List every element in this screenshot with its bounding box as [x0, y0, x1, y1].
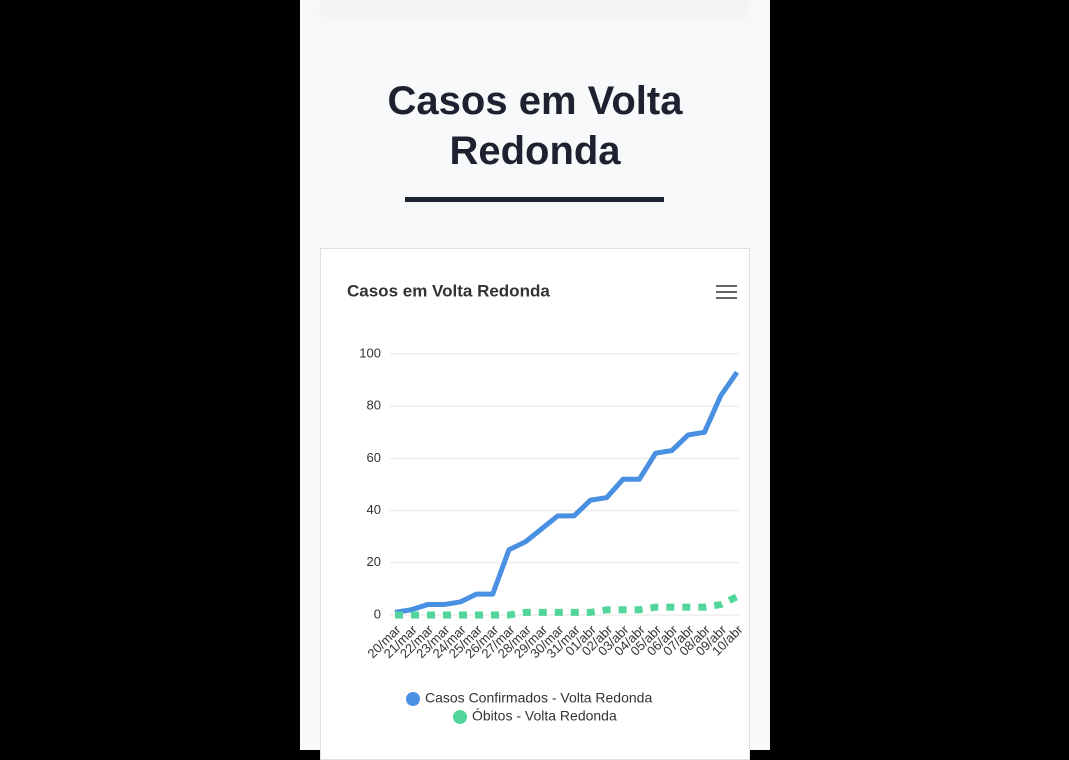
menu-button[interactable] [716, 285, 737, 299]
legend-marker [453, 710, 467, 724]
y-tick-label: 40 [367, 502, 381, 517]
top-bar [320, 0, 750, 6]
series-line [394, 370, 740, 615]
y-tick-label: 60 [367, 450, 381, 465]
legend-marker [406, 692, 420, 706]
page-title: Casos em Volta Redonda [387, 79, 683, 173]
legend-label: Óbitos - Volta Redonda [472, 708, 617, 724]
chart-title: Casos em Volta Redonda [347, 281, 550, 300]
title-underline [405, 197, 664, 202]
chart-card [320, 248, 750, 760]
y-tick-label: 100 [359, 345, 381, 360]
legend-label: Casos Confirmados - Volta Redonda [425, 690, 652, 706]
y-tick-label: 0 [374, 606, 381, 621]
y-tick-label: 80 [367, 398, 381, 413]
y-tick-label: 20 [367, 554, 381, 569]
